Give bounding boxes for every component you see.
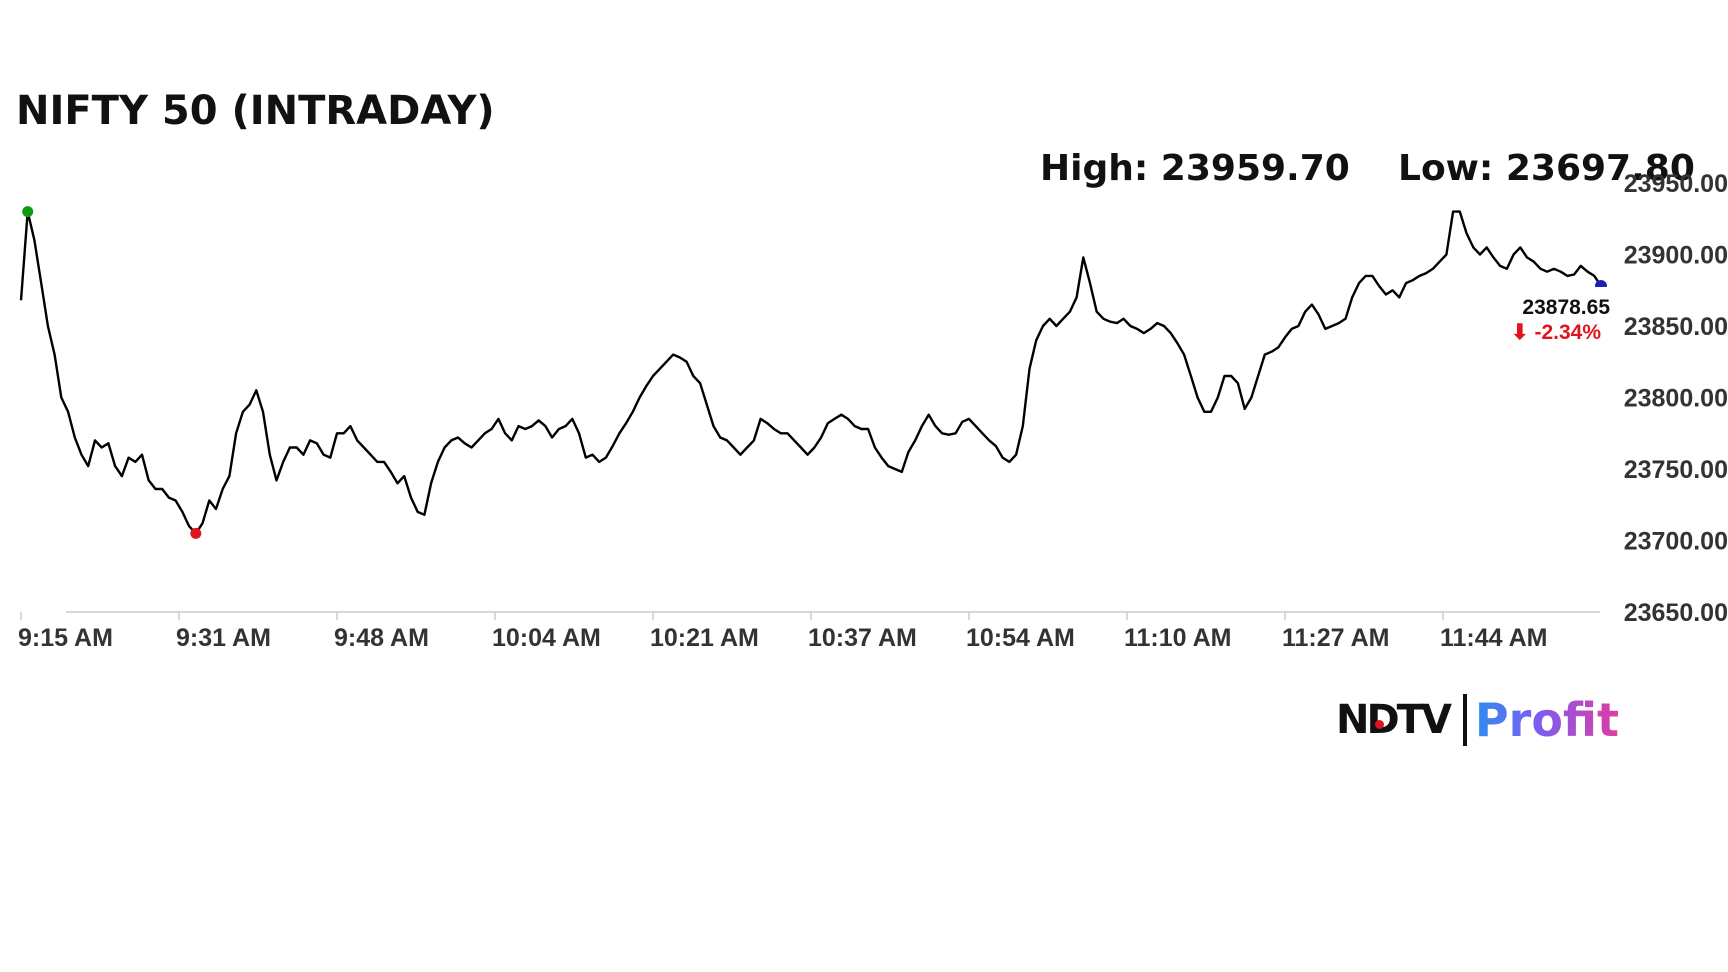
low-marker [190,527,202,539]
series-line [19,210,1602,535]
y-tick-label: 23800.00 [1624,385,1728,413]
logo-divider [1462,694,1467,746]
x-tick-label: 10:04 AM [492,624,601,652]
x-tick-label: 9:48 AM [334,624,429,652]
ndtv-profit-logo: NDTV Profit [1336,690,1619,750]
y-axis-ticks: 23950.00 23900.00 23850.00 23800.00 23750.00… [1624,170,1728,627]
y-tick-label: 23900.00 [1624,242,1728,270]
logo-ndtv-text: NDTV [1336,697,1452,743]
y-tick-label: 23650.00 [1624,599,1728,627]
x-tick-label: 9:15 AM [18,624,113,652]
x-axis-ticks: 9:15 AM 9:31 AM 9:48 AM 10:04 AM 10:21 AM 10:… [18,612,1547,652]
y-tick-label: 23700.00 [1624,528,1728,556]
x-tick-label: 10:21 AM [650,624,759,652]
y-tick-label: 23950.00 [1624,170,1728,198]
y-tick-label: 23750.00 [1624,456,1728,484]
x-tick-label: 11:27 AM [1282,624,1389,652]
change-label: ⬇ -2.34% [1511,321,1601,344]
x-tick-label: 10:54 AM [966,624,1075,652]
last-value-label: 23878.65 [1522,296,1610,319]
x-tick-label: 11:10 AM [1124,624,1231,652]
high-marker [22,206,34,218]
high-label: High: 23959.70 [1040,148,1350,189]
x-tick-label: 10:37 AM [808,624,917,652]
last-value-marker-mask [1594,286,1608,295]
x-tick-label: 9:31 AM [176,624,271,652]
x-tick-label: 11:44 AM [1440,624,1547,652]
y-tick-label: 23850.00 [1624,313,1728,341]
low-label: Low: 23697.80 [1398,148,1695,189]
chart-title: NIFTY 50 (INTRADAY) [16,88,495,134]
logo-profit-text: Profit [1474,693,1620,747]
